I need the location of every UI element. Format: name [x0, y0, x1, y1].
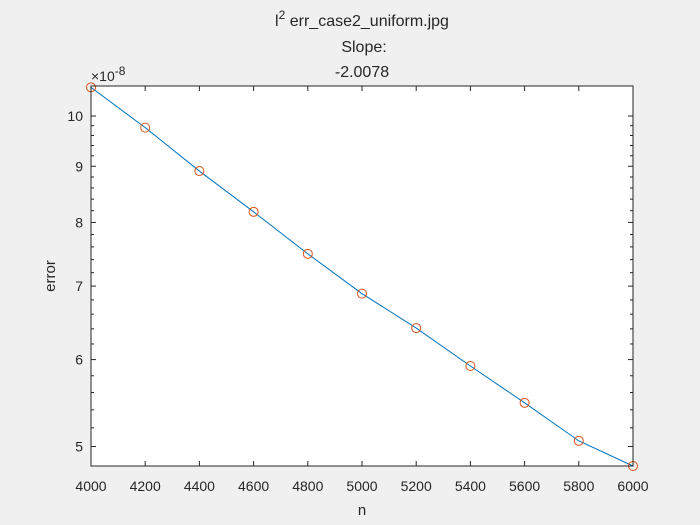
data-point [302, 248, 313, 259]
x-tick-label: 4400 [184, 478, 215, 494]
x-tick-label: 5800 [563, 478, 594, 494]
y-multiplier-exponent: -8 [115, 64, 126, 78]
data-point [465, 361, 476, 372]
series-line [90, 86, 634, 467]
x-tick-label: 5000 [346, 478, 377, 494]
x-tick-label: 4800 [292, 478, 323, 494]
title-rest: err_case2_uniform.jpg [285, 13, 449, 30]
data-point [140, 122, 151, 133]
plot-series [86, 82, 638, 471]
x-tick-label: 4200 [130, 478, 161, 494]
data-point [573, 435, 584, 446]
x-tick-label: 5200 [401, 478, 432, 494]
y-tick-label: 6 [75, 352, 83, 368]
data-point [194, 166, 205, 177]
chart-slope-value: -2.0078 [335, 64, 389, 81]
plot-area [91, 86, 633, 466]
y-multiplier: ×10-8 [91, 64, 126, 84]
title-superscript: 2 [279, 8, 286, 22]
y-tick-label: 5 [75, 439, 83, 455]
data-point [357, 288, 367, 299]
y-tick-label: 9 [75, 158, 83, 174]
data-point [519, 397, 530, 408]
data-point [248, 206, 259, 217]
y-multiplier-base: ×10 [91, 68, 115, 84]
plot-box [90, 85, 634, 467]
x-axis-label: n [358, 502, 366, 519]
data-point [411, 323, 422, 334]
title-prefix: l [275, 13, 279, 30]
x-tick-label: 4000 [75, 478, 106, 494]
chart-title: l2 err_case2_uniform.jpg [275, 8, 449, 30]
x-tick-label: 5600 [509, 478, 540, 494]
chart-subtitle: Slope: [341, 39, 386, 56]
y-axis-label: error [42, 260, 59, 292]
y-tick-label: 8 [75, 214, 83, 230]
y-tick-label: 10 [67, 108, 83, 124]
tick-labels: 4000 4200 4400 4600 4800 5000 5200 5400 5600 5800… [67, 108, 648, 494]
x-tick-label: 5400 [455, 478, 486, 494]
x-tick-label: 6000 [617, 478, 648, 494]
y-tick-label: 7 [75, 278, 83, 294]
x-tick-label: 4600 [238, 478, 269, 494]
